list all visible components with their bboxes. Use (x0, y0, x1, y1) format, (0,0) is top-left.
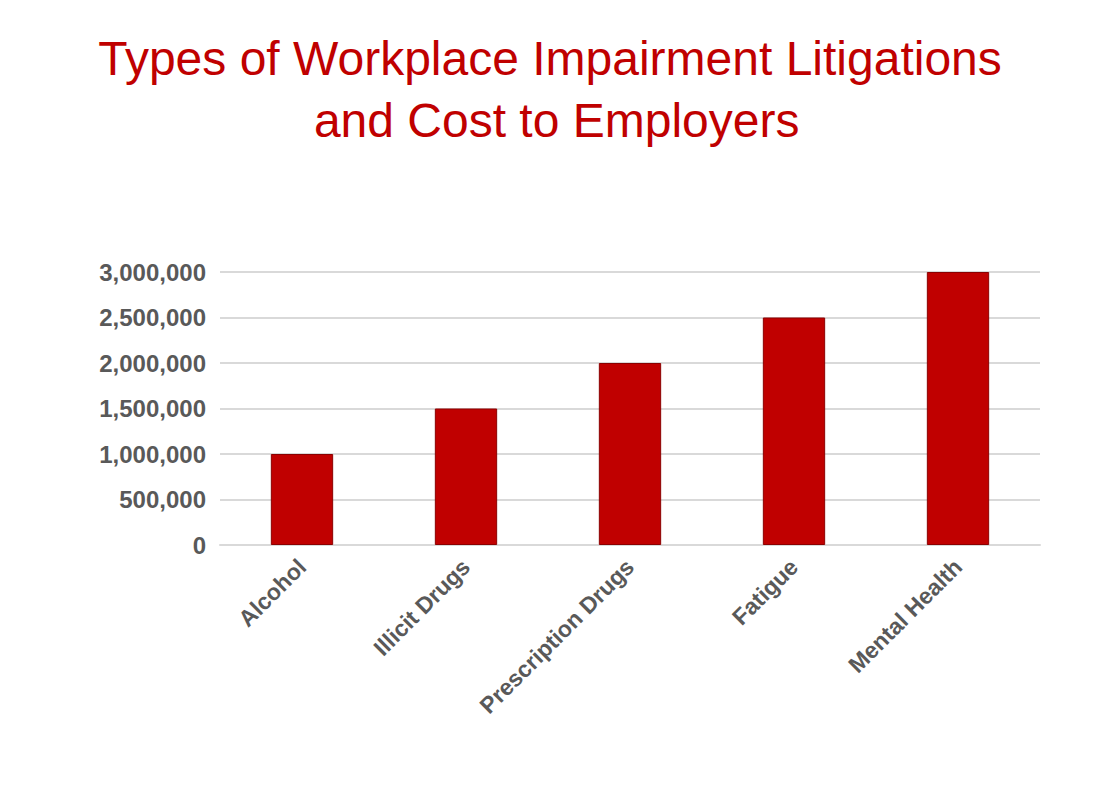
svg-text:1,500,000: 1,500,000 (99, 395, 206, 422)
svg-text:Mental Health: Mental Health (843, 554, 967, 678)
svg-text:Prescription Drugs: Prescription Drugs (475, 554, 640, 719)
svg-text:and Cost to Employers: and Cost to Employers (301, 94, 800, 147)
svg-text:3,000,000: 3,000,000 (99, 259, 206, 286)
svg-text:2,500,000: 2,500,000 (99, 304, 206, 331)
svg-text:0: 0 (193, 532, 206, 559)
svg-text:1,000,000: 1,000,000 (99, 441, 206, 468)
svg-text:Fatigue: Fatigue (727, 554, 803, 630)
svg-text:Illicit Drugs: Illicit Drugs (368, 554, 475, 661)
svg-text:2,000,000: 2,000,000 (99, 350, 206, 377)
svg-text:Types of Workplace Impairment: Types of Workplace Impairment Litigation… (98, 32, 1002, 85)
svg-text:Alcohol: Alcohol (233, 554, 311, 632)
svg-text:500,000: 500,000 (119, 486, 206, 513)
